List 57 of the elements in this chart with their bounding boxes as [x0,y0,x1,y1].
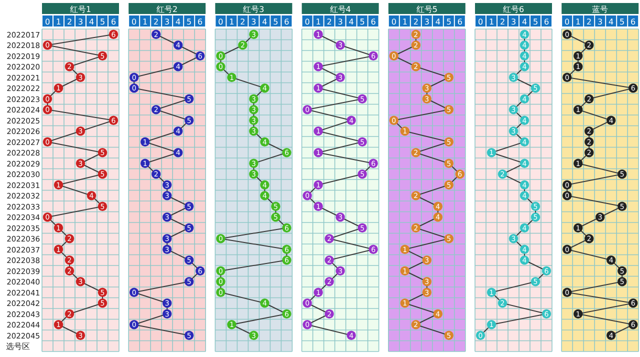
x-tick-label: 5 [273,18,278,26]
x-tick-label: 4 [522,18,528,26]
x-tick-label: 0 [132,18,137,26]
x-tick-label: 5 [360,18,365,26]
chart-title: 红号6 [502,5,524,14]
x-tick-label: 1 [402,18,408,26]
x-tick-label: 2 [586,18,592,26]
x-tick-label: 6 [198,18,203,26]
x-tick-label: 0 [564,18,570,26]
x-tick-label: 0 [44,18,50,26]
x-tick-label: 4 [608,18,614,26]
x-tick-label: 5 [186,18,192,26]
x-tick-label: 5 [532,18,538,26]
x-tick-label: 3 [510,18,516,26]
x-tick-label: 2 [500,18,506,26]
x-tick-label: 6 [544,18,550,26]
x-tick-label: 5 [446,18,452,26]
x-tick-label: 6 [457,18,462,26]
x-tick-label: 0 [391,18,396,26]
x-tick-label: 5 [620,18,625,26]
x-tick-label: 4 [176,18,181,26]
x-tick-label: 3 [164,18,170,26]
chart-title: 红号2 [156,5,178,14]
x-tick-label: 0 [218,18,224,26]
x-tick-label: 3 [338,18,343,26]
x-tick-label: 6 [630,18,636,26]
chart-title: 红号3 [243,5,264,14]
x-tick-label: 2 [66,18,72,26]
x-tick-label: 3 [78,18,84,26]
x-tick-label: 3 [424,18,430,26]
chart-title: 红号5 [416,5,438,14]
x-tick-label: 6 [110,18,116,26]
x-tick-label: 1 [229,18,234,26]
x-tick-label: 1 [56,18,62,26]
chart-title: 红号1 [70,5,92,14]
x-tick-label: 4 [88,18,94,26]
chart-title: 蓝号 [592,5,608,14]
x-tick-label: 4 [348,18,354,26]
x-tick-label: 1 [488,18,494,26]
x-tick-label: 4 [262,18,268,26]
x-tick-label: 2 [326,18,332,26]
x-tick-label: 4 [435,18,440,26]
chart-title: 红号4 [330,5,351,14]
x-tick-label: 1 [142,18,148,26]
x-tick-label: 1 [576,18,581,26]
x-tick-label: 2 [240,18,246,26]
x-tick-label: 5 [100,18,106,26]
x-tick-label: 1 [316,18,321,26]
x-tick-label: 6 [284,18,290,26]
x-tick-label: 2 [154,18,159,26]
x-tick-label: 0 [304,18,310,26]
x-tick-label: 6 [370,18,376,26]
x-tick-label: 0 [478,18,484,26]
text: 选号区 [6,342,30,352]
x-tick-label: 3 [251,18,256,26]
x-tick-label: 2 [413,18,418,26]
x-tick-label: 3 [598,18,603,26]
